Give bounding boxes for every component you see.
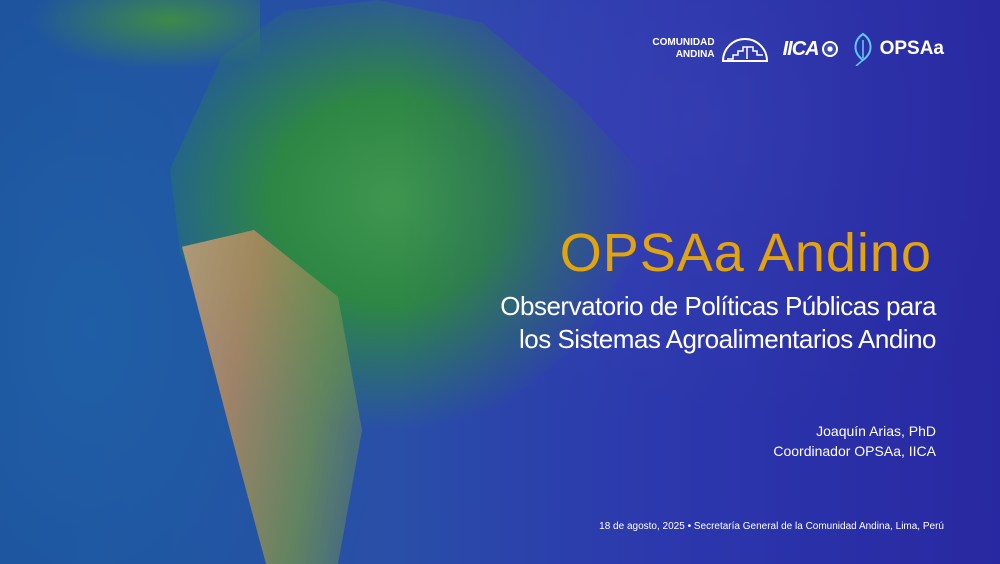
slide-footer: 18 de agosto, 2025 • Secretaría General … — [599, 521, 944, 532]
iica-logo: IICA — [783, 38, 838, 61]
slide-title: OPSAa Andino — [559, 223, 932, 283]
slide-subtitle: Observatorio de Políticas Públicas para … — [500, 290, 936, 356]
logo-text: OPSAa — [879, 38, 944, 59]
logo-text: ANDINA — [675, 49, 715, 60]
author-block: Joaquín Arias, PhD Coordinador OPSAa, II… — [773, 421, 936, 461]
author-role: Coordinador OPSAa, IICA — [773, 443, 936, 459]
globe-icon — [821, 41, 838, 57]
subtitle-line: los Sistemas Agroalimentarios Andino — [518, 324, 937, 354]
comunidad-andina-logo: COMUNIDAD ANDINA — [652, 35, 768, 63]
author-name: Joaquín Arias, PhD — [816, 423, 936, 439]
logo-text: COMUNIDAD — [652, 37, 715, 48]
logo-text: IICA — [782, 37, 820, 60]
logo-bar: COMUNIDAD ANDINA IICA OPSAa — [652, 32, 944, 66]
subtitle-line: Observatorio de Políticas Públicas para — [500, 291, 936, 321]
andean-arch-icon — [721, 38, 768, 62]
leaf-icon — [854, 32, 872, 66]
opsaa-logo: OPSAa — [852, 32, 944, 66]
